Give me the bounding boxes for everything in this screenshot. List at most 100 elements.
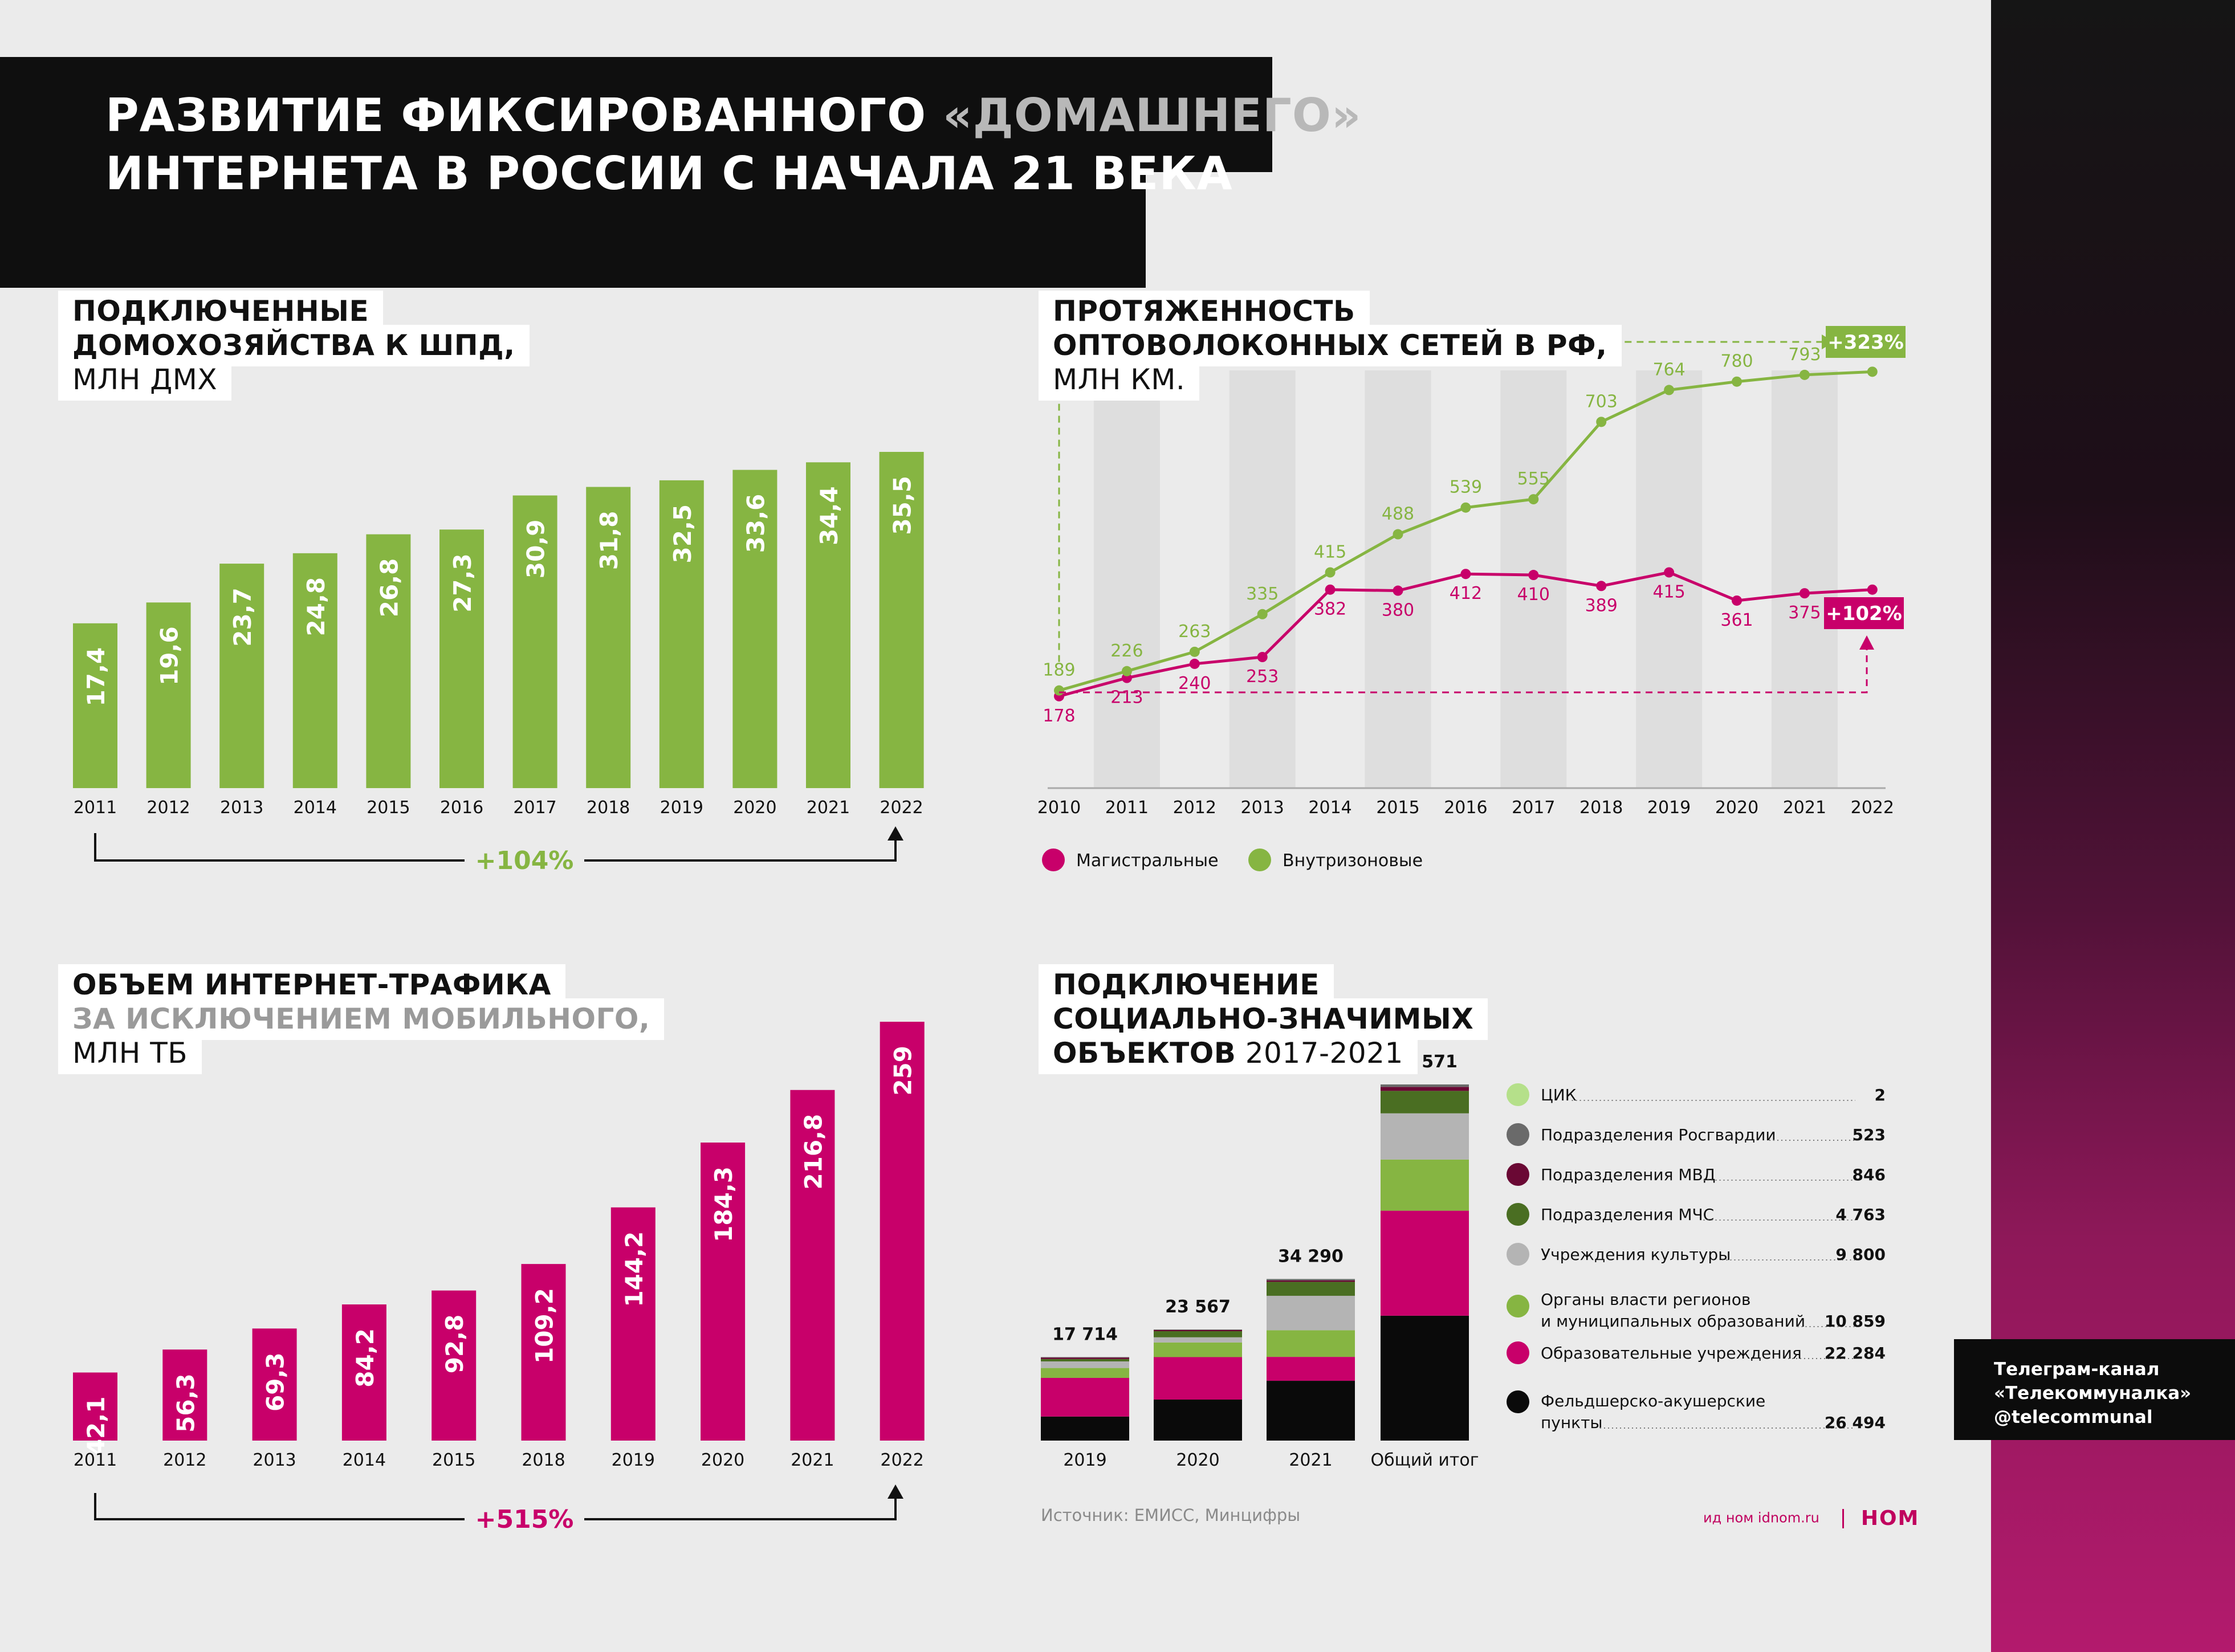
fiber-point-trunk-2022 [1867,584,1878,595]
fiber-stripe-2019 [1636,370,1703,788]
fiber-year-2011: 2011 [1105,798,1149,818]
fiber-stripe-2011 [1093,370,1160,788]
fiber-point-trunk-2016 [1460,569,1471,580]
fiber-value-zonal-2020: 780 [1720,352,1753,372]
traffic-value-2013: 69,3 [262,1352,290,1412]
households-value-2019: 32,5 [669,504,697,564]
fiber-value-zonal-2012: 263 [1178,622,1211,642]
fiber-trunk-growth: +102% [1826,602,1902,625]
social-legend-value-3: 4 763 [1835,1205,1886,1224]
brand-logo: ид ном idnom.ru НОМ [1703,1507,1919,1530]
fiber-year-2019: 2019 [1647,798,1691,818]
social-cat-2: 2021 [1289,1450,1332,1470]
social-seg-3-3 [1381,1113,1469,1160]
social-seg-2-3 [1267,1295,1355,1331]
fiber-point-zonal-2014 [1325,567,1336,578]
social-seg-3-2 [1381,1159,1469,1211]
traffic-bar-2013 [252,1328,297,1441]
social-legend-label-2-0: Подразделения МВД [1541,1165,1716,1184]
fiber-point-trunk-2017 [1528,570,1539,581]
fiber-point-zonal-2017 [1528,494,1539,505]
traffic-year-2015: 2015 [432,1450,475,1470]
social-seg-1-5 [1154,1329,1242,1332]
households-year-2013: 2013 [220,798,263,818]
fiber-year-2020: 2020 [1715,798,1758,818]
fiber-legend-trunk-label: Магистральные [1076,851,1219,871]
households-year-2014: 2014 [294,798,337,818]
social-legend-dot-6 [1507,1341,1529,1364]
households-value-2022: 35,5 [889,476,917,535]
households-value-2016: 27,3 [449,553,477,613]
social-seg-0-3 [1041,1361,1129,1368]
households-bar-2011 [73,623,117,788]
fiber-value-trunk-2012: 240 [1178,674,1211,694]
traffic-bar-2021 [790,1090,835,1441]
fiber-value-trunk-2010: 178 [1043,706,1075,726]
fiber-value-zonal-2015: 488 [1382,504,1414,524]
fiber-value-trunk-2019: 415 [1652,582,1685,602]
social-seg-1-0 [1154,1400,1242,1441]
traffic-value-2022: 259 [889,1046,917,1096]
fiber-point-zonal-2016 [1460,502,1471,513]
households-bar-2015 [366,534,411,788]
fiber-value-trunk-2021: 375 [1788,603,1821,623]
fiber-value-trunk-2013: 253 [1246,667,1279,687]
fiber-legend-zonal-label: Внутризоновые [1283,851,1423,871]
social-legend-value-2: 846 [1853,1165,1886,1184]
households-year-2015: 2015 [367,798,410,818]
fiber-point-trunk-2014 [1325,584,1336,595]
households-value-2018: 31,8 [595,511,623,570]
fiber-point-trunk-2015 [1393,585,1403,596]
fiber-stripe-2013 [1229,370,1296,788]
fiber-point-zonal-2012 [1189,646,1200,657]
social-seg-3-0 [1381,1315,1469,1441]
social-seg-1-4 [1154,1331,1242,1337]
traffic-bar-2015 [431,1290,477,1441]
fiber-value-zonal-2011: 226 [1110,641,1143,661]
fiber-point-trunk-2012 [1189,658,1200,669]
social-seg-0-5 [1041,1357,1129,1359]
traffic-value-2011: 42,1 [82,1397,110,1456]
fiber-year-2015: 2015 [1376,798,1419,818]
traffic-year-2011: 2011 [74,1450,117,1470]
fiber-value-trunk-2017: 410 [1517,585,1550,605]
households-bar-2020 [732,470,777,788]
fiber-point-trunk-2020 [1732,595,1742,606]
fiber-point-zonal-2011 [1121,666,1132,676]
households-bar-2014 [292,553,337,788]
social-seg-3-5 [1381,1087,1469,1091]
social-total-1: 23 567 [1165,1297,1231,1317]
social-legend-label-0-0: ЦИК [1541,1086,1577,1104]
fiber-value-trunk-2016: 412 [1450,584,1482,603]
social-legend-dot-2 [1507,1163,1529,1186]
fiber-value-zonal-2021: 793 [1788,345,1821,365]
title-line1: РАЗВИТИЕ ФИКСИРОВАННОГО [105,89,943,142]
fiber-point-zonal-2020 [1732,376,1742,387]
households-year-2021: 2021 [807,798,850,818]
fiber-value-zonal-2018: 703 [1585,391,1618,411]
households-year-2016: 2016 [440,798,483,818]
social-seg-2-4 [1267,1282,1355,1296]
fiber-value-trunk-2018: 389 [1585,595,1618,615]
traffic-value-2015: 92,8 [441,1315,469,1374]
social-legend-label-4-0: Учреждения культуры [1541,1245,1731,1264]
fiber-year-2017: 2017 [1512,798,1555,818]
fiber-year-2013: 2013 [1241,798,1284,818]
social-legend-dot-0 [1507,1083,1529,1106]
social-legend-label-5-0: Органы власти регионов [1541,1290,1750,1309]
social-seg-0-1 [1041,1377,1129,1417]
fiber-year-2012: 2012 [1173,798,1216,818]
traffic-bar-2019 [610,1207,656,1441]
fiber-value-zonal-2013: 335 [1246,584,1279,604]
households-year-2020: 2020 [733,798,776,818]
social-legend-dot-3 [1507,1203,1529,1226]
households-value-2015: 26,8 [375,558,403,618]
households-arrowhead [888,826,903,841]
traffic-bar-2018 [521,1264,566,1441]
fiber-point-trunk-2019 [1664,567,1675,578]
telegram-box[interactable]: Телеграм-канал «Телекоммуналка» @telecom… [1954,1339,2235,1440]
social-seg-0-0 [1041,1416,1129,1441]
fiber-point-zonal-2015 [1393,529,1403,540]
social-seg-3-6 [1381,1084,1469,1087]
